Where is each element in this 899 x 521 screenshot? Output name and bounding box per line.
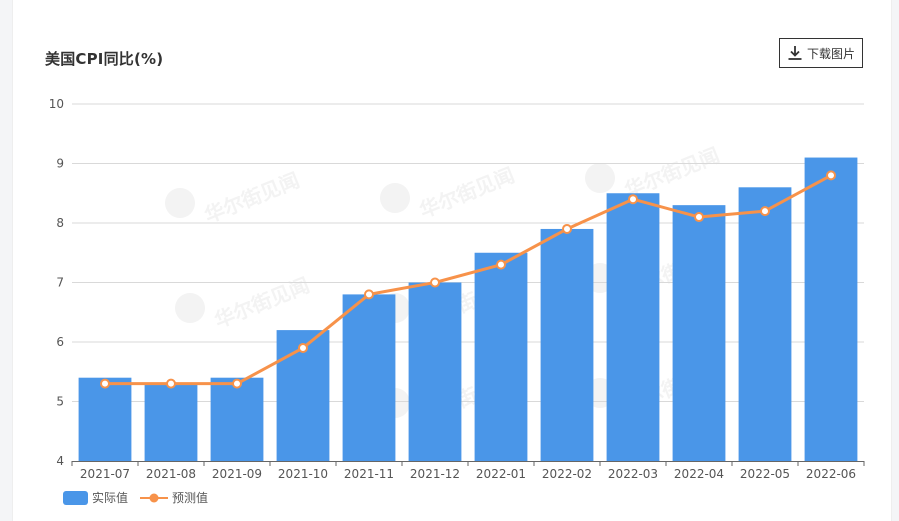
forecast-point xyxy=(826,170,836,181)
x-tick-label: 2022-04 xyxy=(674,467,724,481)
forecast-point xyxy=(166,378,176,389)
chart-title: 美国CPI同比(%) xyxy=(45,50,164,68)
x-tick-label: 2021-11 xyxy=(344,467,394,481)
bar xyxy=(540,228,594,461)
forecast-line xyxy=(105,174,832,386)
legend-item-forecast[interactable]: 预测值 xyxy=(140,489,208,506)
watermark-logo xyxy=(175,293,205,323)
y-tick-label: 10 xyxy=(49,97,64,111)
watermark-logo xyxy=(165,188,195,218)
bar xyxy=(672,205,726,461)
forecast-point xyxy=(760,206,770,217)
bar xyxy=(144,383,198,461)
watermark-text: 华尔街见闻 xyxy=(416,163,518,223)
legend-item-actual[interactable]: 实际值 xyxy=(63,489,128,506)
forecast-point xyxy=(628,194,638,205)
bar xyxy=(78,377,132,461)
bar xyxy=(738,187,792,462)
x-tick-label: 2022-06 xyxy=(806,467,856,481)
forecast-point xyxy=(364,289,374,300)
x-tick-label: 2021-10 xyxy=(278,467,328,481)
y-tick-label: 7 xyxy=(56,276,64,290)
forecast-point xyxy=(100,378,110,389)
legend-label-forecast: 预测值 xyxy=(172,491,209,505)
bar xyxy=(342,294,396,461)
watermark-text: 华尔街见闻 xyxy=(201,168,303,228)
bar xyxy=(408,282,462,461)
x-tick-label: 2022-05 xyxy=(740,467,790,481)
chart-legend: 实际值 预测值 xyxy=(63,489,208,506)
forecast-point xyxy=(496,259,506,270)
x-tick-label: 2022-03 xyxy=(608,467,658,481)
watermark-logo xyxy=(380,183,410,213)
forecast-point xyxy=(694,212,704,223)
y-tick-label: 5 xyxy=(56,395,64,409)
legend-swatch-bar xyxy=(63,490,88,505)
y-tick-label: 4 xyxy=(56,454,64,468)
forecast-point xyxy=(298,342,308,353)
y-tick-label: 6 xyxy=(56,335,64,349)
download-button-label: 下载图片 xyxy=(806,46,855,61)
forecast-point xyxy=(232,378,242,389)
legend-label-actual: 实际值 xyxy=(92,491,129,505)
bar xyxy=(474,252,528,461)
x-tick-label: 2022-02 xyxy=(542,467,592,481)
forecast-point xyxy=(430,277,440,288)
legend-swatch-line xyxy=(140,493,169,502)
x-tick-label: 2021-12 xyxy=(410,467,460,481)
watermark-logo xyxy=(585,163,615,193)
bar xyxy=(210,377,264,461)
x-tick-label: 2021-08 xyxy=(146,467,196,481)
forecast-point xyxy=(562,223,572,234)
bar xyxy=(804,157,858,462)
watermark-text: 华尔街见闻 xyxy=(211,273,313,333)
y-tick-label: 8 xyxy=(56,216,64,230)
x-tick-label: 2021-09 xyxy=(212,467,262,481)
bar xyxy=(606,193,660,461)
x-tick-label: 2022-01 xyxy=(476,467,526,481)
download-icon xyxy=(788,46,802,60)
x-tick-label: 2021-07 xyxy=(80,467,130,481)
download-image-button[interactable]: 下载图片 xyxy=(779,38,863,68)
y-tick-label: 9 xyxy=(56,157,64,171)
